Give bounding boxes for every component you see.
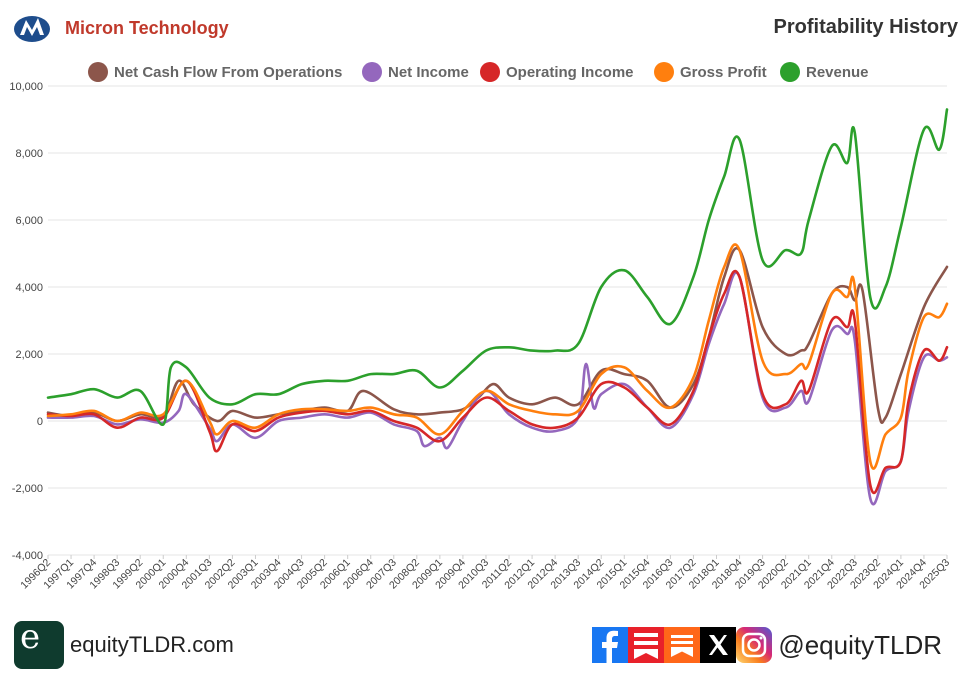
y-tick-label: 4,000 (15, 282, 43, 294)
line-chart: -4,000-2,00002,0004,0006,0008,00010,0001… (9, 81, 952, 592)
facebook-icon[interactable] (592, 627, 629, 663)
substack-icon[interactable] (664, 627, 701, 663)
y-tick-label: 6,000 (15, 215, 43, 227)
legend-marker (362, 62, 382, 82)
y-tick-label: -4,000 (12, 550, 43, 562)
series-line-net-cash-flow-from-operations (46, 246, 949, 424)
equitytldr-logo-icon: e (14, 620, 64, 669)
legend-label: Gross Profit (680, 63, 767, 81)
legend-label: Revenue (806, 63, 869, 81)
series-line-gross-profit (46, 243, 949, 470)
legend-item[interactable]: Net Income (362, 60, 469, 84)
legend-marker (654, 62, 674, 82)
company-name: Micron Technology (65, 18, 229, 38)
y-tick-label: 10,000 (9, 81, 43, 93)
legend-item[interactable]: Operating Income (480, 60, 634, 84)
social-handle[interactable]: @equityTLDR (778, 629, 942, 660)
footer-brand: e equityTLDR.com (14, 620, 234, 669)
legend-marker (780, 62, 800, 82)
legend-marker (480, 62, 500, 82)
footer-social: @equityTLDR (592, 626, 942, 664)
legend-item[interactable]: Revenue (780, 60, 869, 84)
footer-site-link[interactable]: equityTLDR.com (70, 632, 234, 657)
legend-marker (88, 62, 108, 82)
series-line-revenue (46, 108, 949, 426)
instagram-icon[interactable] (736, 627, 773, 663)
y-tick-label: 0 (37, 416, 43, 428)
y-tick-label: -2,000 (12, 483, 43, 495)
series-line-operating-income (46, 269, 949, 495)
legend-item[interactable]: Gross Profit (654, 60, 767, 84)
y-tick-label: 8,000 (15, 148, 43, 160)
page-title: Profitability History (773, 16, 958, 38)
substack-icon[interactable] (628, 627, 665, 663)
micron-logo-icon (14, 16, 50, 42)
y-tick-label: 2,000 (15, 349, 43, 361)
legend-label: Operating Income (506, 63, 634, 81)
legend-label: Net Income (388, 63, 469, 81)
chart-legend: Net Cash Flow From Operations Net Income O… (0, 60, 960, 86)
header: Micron Technology Profitability History (0, 0, 960, 56)
legend-label: Net Cash Flow From Operations (114, 63, 343, 81)
series-line-net-income (46, 271, 949, 506)
legend-item[interactable]: Net Cash Flow From Operations (88, 60, 342, 84)
x-icon[interactable] (700, 627, 737, 663)
